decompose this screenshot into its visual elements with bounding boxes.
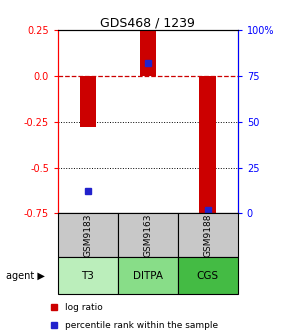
- Bar: [178, 257, 238, 294]
- Bar: [58, 213, 118, 257]
- Text: percentile rank within the sample: percentile rank within the sample: [65, 321, 218, 330]
- Text: DITPA: DITPA: [133, 270, 163, 281]
- Text: log ratio: log ratio: [65, 303, 103, 312]
- Bar: [118, 257, 178, 294]
- Text: GSM9163: GSM9163: [143, 213, 153, 257]
- Text: GSM9188: GSM9188: [203, 213, 212, 257]
- Text: CGS: CGS: [197, 270, 219, 281]
- Bar: [58, 257, 118, 294]
- Text: T3: T3: [81, 270, 95, 281]
- Text: agent ▶: agent ▶: [6, 270, 45, 281]
- Bar: [139, 30, 156, 76]
- Text: GSM9183: GSM9183: [84, 213, 93, 257]
- Title: GDS468 / 1239: GDS468 / 1239: [100, 16, 195, 29]
- Bar: [178, 213, 238, 257]
- Bar: [79, 76, 96, 127]
- Bar: [118, 213, 178, 257]
- Bar: [200, 76, 216, 213]
